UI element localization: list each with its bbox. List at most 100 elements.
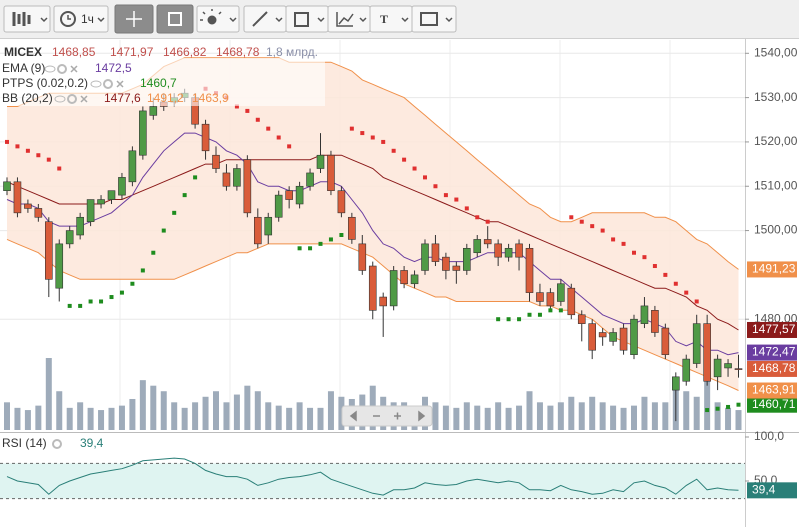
volume-bar (129, 398, 136, 430)
candle-body (212, 154, 220, 169)
candle-body (734, 368, 743, 370)
gear-icon[interactable] (103, 79, 113, 89)
sar-dot (172, 210, 177, 215)
candle-body (264, 216, 273, 236)
price-tag (747, 382, 797, 399)
panel-icon (168, 12, 182, 26)
volume-bar (599, 402, 606, 430)
remove-icon[interactable] (80, 95, 88, 103)
price-tag-label: 1477,57 (752, 322, 796, 336)
clock-hand (67, 15, 71, 20)
indicator-value: 1472,5 (95, 61, 132, 75)
candle-body (254, 216, 262, 245)
price-tag-label: 1463,91 (752, 383, 796, 397)
sar-dot (161, 228, 166, 233)
draw-line-button[interactable] (243, 5, 287, 33)
volume-bar (432, 402, 439, 430)
sar-dot (266, 126, 271, 131)
candle-body (515, 243, 523, 258)
candle-body (222, 172, 231, 187)
remove-icon[interactable] (116, 80, 124, 88)
sar-dot (433, 184, 438, 189)
volume-bar (453, 407, 460, 430)
eye-icon[interactable] (90, 80, 102, 88)
candle-body (630, 318, 638, 355)
sar-dot (632, 250, 636, 255)
candle-body (389, 270, 398, 307)
volume-bar (610, 405, 617, 430)
volume-bar (4, 402, 10, 430)
sar-dot (276, 135, 281, 140)
volume-bar (547, 405, 554, 430)
toolbar-icons (12, 9, 453, 27)
sar-dot (621, 241, 626, 246)
price-tag-label: 1468,78 (752, 361, 796, 375)
candle-body (327, 154, 335, 191)
ohlc-label: 1471,97 (110, 45, 154, 59)
nav-button[interactable] (394, 412, 401, 420)
candle-body (44, 221, 53, 280)
chart-type-button[interactable] (3, 5, 51, 33)
sun-rays (200, 9, 222, 21)
sar-dot (245, 108, 250, 113)
candle-body (546, 292, 555, 307)
sar-dot (67, 303, 72, 308)
sar-dot (496, 317, 501, 322)
candle-body (452, 265, 461, 271)
sar-dot (673, 281, 678, 286)
candle-body (703, 323, 711, 382)
image-button[interactable] (411, 5, 457, 33)
band-fill (7, 57, 739, 391)
eye-icon[interactable] (44, 65, 56, 73)
volume-bar (327, 391, 334, 430)
volume-bar (505, 407, 512, 430)
sar-dot (349, 126, 354, 131)
volume-bar (714, 402, 721, 430)
nav-button[interactable] (349, 410, 357, 422)
gear-icon[interactable] (67, 94, 77, 104)
sar-dot (391, 148, 396, 153)
volume-bar (568, 396, 575, 430)
price-tag (747, 344, 797, 361)
volume-bar (474, 405, 481, 430)
volume-bar (557, 402, 564, 430)
candle-body (118, 177, 126, 196)
indicator-value: 1491,2 (147, 91, 184, 105)
volume-bar (24, 410, 31, 430)
candle-body (619, 327, 628, 351)
sar-dot (652, 264, 657, 269)
y-tick-label: 1500,00 (754, 223, 798, 237)
gear-icon[interactable] (52, 439, 62, 449)
price-tag (747, 482, 797, 499)
candle-body (243, 159, 252, 214)
sar-dot (297, 246, 302, 251)
candle-body (285, 190, 293, 200)
candle-body (483, 239, 492, 245)
sar-dot (78, 303, 83, 308)
rsi-value: 39,4 (80, 436, 104, 450)
text-button[interactable] (369, 5, 413, 33)
gear-icon[interactable] (57, 64, 67, 74)
candle-body (348, 216, 356, 240)
sar-dot (119, 290, 124, 295)
remove-icon[interactable] (70, 65, 78, 73)
sar-dot (151, 250, 156, 255)
sar-dot (642, 255, 647, 260)
sar-dot (579, 219, 584, 224)
nav-button[interactable] (418, 410, 426, 422)
volume-bar (87, 407, 94, 430)
sar-dot (726, 404, 731, 409)
sar-dot (694, 299, 699, 304)
sar-dot (443, 193, 448, 198)
candle-body (577, 314, 586, 324)
panel-button[interactable] (156, 4, 194, 34)
volume-bar (296, 402, 303, 430)
indicators-button[interactable] (196, 5, 240, 33)
y-tick-label: 1480,00 (754, 311, 798, 325)
text-tool-label: T (380, 12, 388, 26)
indicator-value: 1463,9 (192, 91, 229, 105)
volume-bar (244, 385, 251, 430)
dropdown-carets (40, 17, 453, 23)
eye-icon[interactable] (54, 95, 66, 103)
sar-dot (36, 153, 41, 158)
